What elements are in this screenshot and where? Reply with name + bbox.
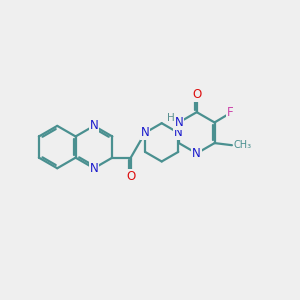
Text: O: O bbox=[126, 169, 135, 183]
Text: F: F bbox=[227, 106, 234, 119]
Text: N: N bbox=[174, 126, 183, 139]
Text: N: N bbox=[90, 119, 98, 132]
Text: O: O bbox=[192, 88, 201, 100]
Text: H: H bbox=[167, 113, 175, 123]
Text: CH₃: CH₃ bbox=[233, 140, 251, 150]
Text: N: N bbox=[192, 147, 201, 160]
Text: N: N bbox=[90, 162, 98, 175]
Text: N: N bbox=[141, 126, 149, 139]
Text: N: N bbox=[175, 116, 183, 129]
